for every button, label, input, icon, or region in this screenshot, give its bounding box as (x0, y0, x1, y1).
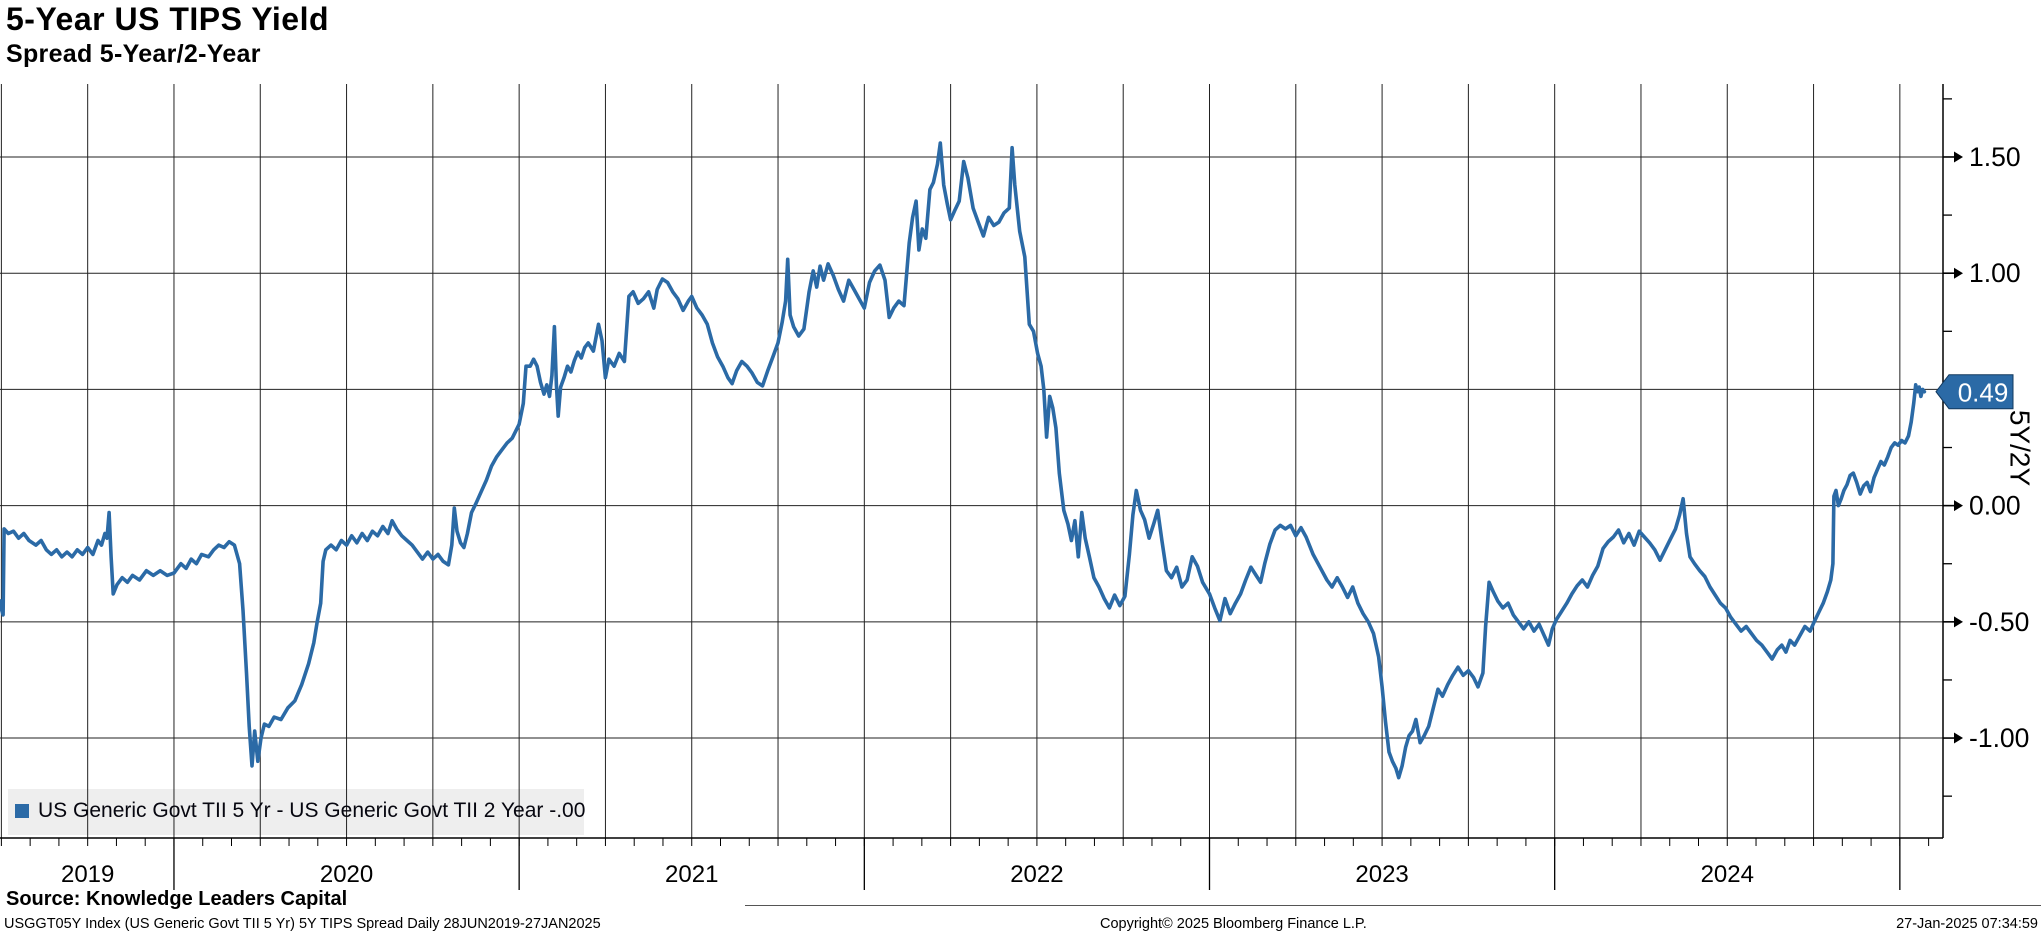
y-axis-title: 5Y/2Y (2005, 410, 2036, 487)
y-tick-arrow-icon (1954, 732, 1963, 744)
footnote-description: USGGT05Y Index (US Generic Govt TII 5 Yr… (4, 916, 601, 932)
footnote-copyright: Copyright© 2025 Bloomberg Finance L.P. (1100, 916, 1367, 932)
y-axis-tick-label: -1.00 (1969, 723, 2029, 753)
y-axis-tick-label: 0.00 (1969, 491, 2021, 521)
legend: US Generic Govt TII 5 Yr - US Generic Go… (15, 799, 585, 823)
y-axis-tick-label: 1.00 (1969, 258, 2021, 288)
y-tick-arrow-icon (1954, 616, 1963, 628)
last-value-badge (1935, 374, 2014, 410)
page-title: 5-Year US TIPS Yield (6, 1, 330, 37)
last-value-badge-label: 0.49 (1958, 378, 2009, 408)
x-axis-year-label: 2020 (320, 861, 373, 888)
y-tick-arrow-icon (1954, 267, 1963, 279)
y-tick-arrow-icon (1954, 500, 1963, 512)
x-axis-year-label: 2022 (1010, 861, 1063, 888)
source-line: Source: Knowledge Leaders Capital (6, 888, 348, 910)
spread-line (0, 141, 1927, 780)
y-axis-tick-label: 1.50 (1969, 142, 2021, 172)
x-axis-year-label: 2024 (1701, 861, 1754, 888)
legend-background (8, 789, 584, 835)
y-tick-arrow-icon (1954, 151, 1963, 163)
footnote-timestamp: 27-Jan-2025 07:34:59 (1896, 916, 2038, 932)
y-axis-tick-label: -0.50 (1969, 607, 2029, 637)
x-axis-year-label: 2023 (1355, 861, 1408, 888)
legend-label: US Generic Govt TII 5 Yr - US Generic Go… (38, 799, 586, 822)
x-axis-year-label: 2019 (61, 861, 114, 888)
x-axis-year-label: 2021 (665, 861, 718, 888)
legend-swatch-icon (15, 804, 29, 818)
page-subtitle: Spread 5-Year/2-Year (6, 40, 261, 68)
